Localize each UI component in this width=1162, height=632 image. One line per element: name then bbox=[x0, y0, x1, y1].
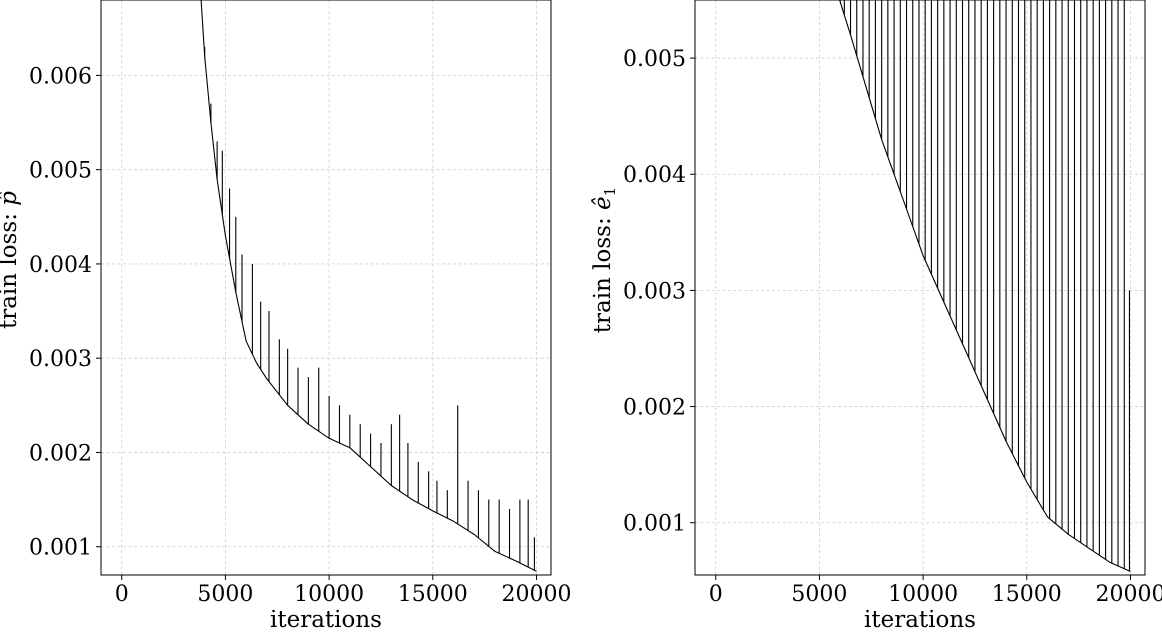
y-tick-label: 0.005 bbox=[623, 47, 686, 72]
y-axis-title: train loss: p̂ bbox=[0, 191, 22, 329]
axes-frame bbox=[100, 0, 552, 576]
x-tick-label: 5000 bbox=[791, 582, 847, 607]
y-tick-label: 0.001 bbox=[29, 536, 92, 561]
y-tick-label: 0.003 bbox=[29, 347, 92, 372]
x-tick-label: 5000 bbox=[197, 582, 253, 607]
x-tick-label: 15000 bbox=[992, 582, 1062, 607]
x-axis-title: iterations bbox=[270, 607, 382, 632]
axes-frame bbox=[694, 0, 1146, 576]
y-tick-label: 0.003 bbox=[623, 279, 686, 304]
y-tick-label: 0.004 bbox=[623, 163, 686, 188]
chart-left: 0 5000 10000 15000 20000 0.001 0.002 0.003 0.004… bbox=[0, 0, 571, 632]
y-tick-label: 0.001 bbox=[623, 512, 686, 537]
x-tick-label: 15000 bbox=[398, 582, 468, 607]
x-axis-title: iterations bbox=[864, 607, 976, 632]
x-tick-label: 20000 bbox=[1095, 582, 1162, 607]
x-tick-label: 0 bbox=[115, 582, 129, 607]
y-axis-title: train loss: ê1 bbox=[590, 187, 619, 333]
x-tick-label: 0 bbox=[709, 582, 723, 607]
y-tick-label: 0.002 bbox=[29, 441, 92, 466]
chart-right: 0 5000 10000 15000 20000 0.001 0.002 0.003 0.004… bbox=[590, 0, 1162, 632]
y-tick-label: 0.002 bbox=[623, 396, 686, 421]
y-tick-label: 0.004 bbox=[29, 253, 92, 278]
plot-area bbox=[839, 0, 1131, 573]
y-tick-label: 0.005 bbox=[29, 159, 92, 184]
series-line bbox=[200, 0, 537, 572]
series-line bbox=[839, 0, 1131, 573]
y-tick-label: 0.006 bbox=[29, 64, 92, 89]
plot-area bbox=[200, 0, 537, 572]
x-tick-label: 20000 bbox=[501, 582, 571, 607]
x-tick-label: 10000 bbox=[888, 582, 958, 607]
x-tick-label: 10000 bbox=[294, 582, 364, 607]
